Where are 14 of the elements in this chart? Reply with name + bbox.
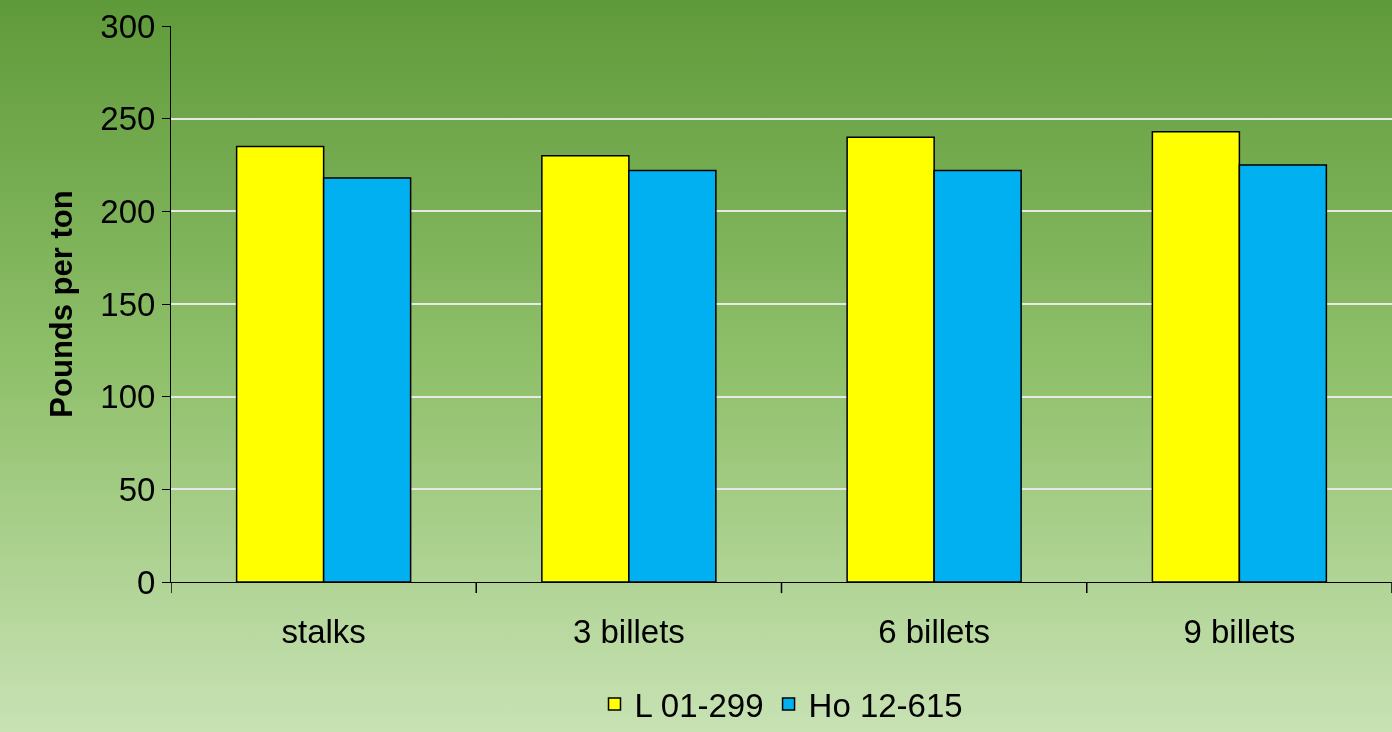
y-tick-label: 300	[100, 7, 156, 45]
y-axis-title: Pounds per ton	[43, 190, 79, 418]
y-tick-label: 200	[100, 192, 156, 230]
legend-label: Ho 12-615	[808, 686, 963, 724]
x-tick-label: stalks	[281, 612, 366, 650]
x-tick-label: 9 billets	[1183, 612, 1296, 650]
y-tick-label: 50	[118, 470, 156, 508]
y-tick-label: 150	[100, 285, 156, 323]
y-tick-label: 0	[137, 563, 156, 601]
x-tick-label: 6 billets	[878, 612, 991, 650]
x-tick-label: 3 billets	[572, 612, 685, 650]
y-tick-label: 250	[100, 100, 156, 138]
y-tick-label: 100	[100, 378, 156, 416]
legend-label: L 01-299	[634, 686, 764, 724]
